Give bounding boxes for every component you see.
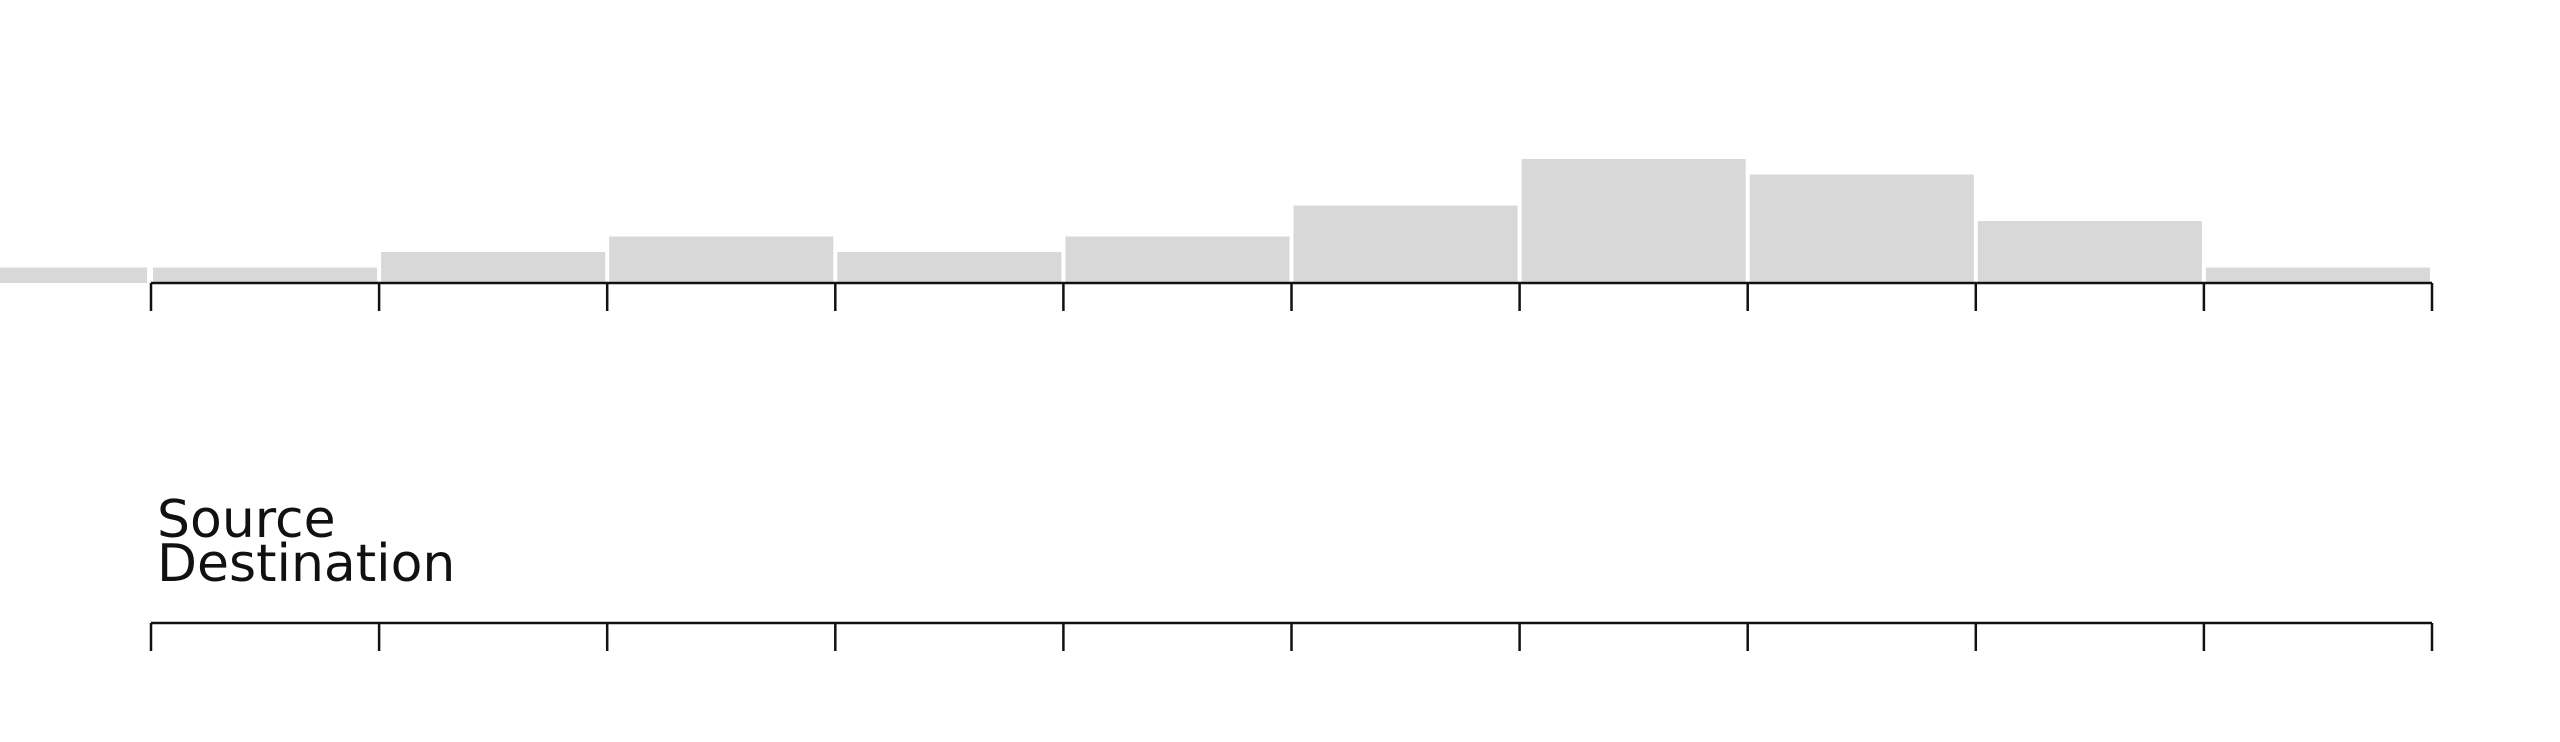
- top-axis: [149, 281, 2434, 311]
- source-histogram-bar-2: [609, 236, 834, 283]
- source-histogram-bar-8: [1977, 221, 2202, 283]
- bottom-axis: [149, 621, 2434, 651]
- source-histogram-bar-6: [1521, 159, 1746, 283]
- source-histogram-bar-1: [381, 252, 606, 283]
- source-histogram-bar-5: [1293, 205, 1518, 283]
- source-histogram-bar-overflow-left: [0, 267, 147, 283]
- source-histogram-bar-7: [1749, 174, 1974, 283]
- legend-destination-label: Destination: [157, 534, 456, 594]
- source-histogram-bar-4: [1065, 236, 1290, 283]
- source-histogram-bar-9: [2205, 267, 2430, 283]
- source-histogram-bar-0: [153, 267, 378, 283]
- source-histogram-bar-3: [837, 252, 1062, 283]
- legend-source-label: Source: [157, 490, 336, 550]
- source-histogram: [0, 159, 2430, 283]
